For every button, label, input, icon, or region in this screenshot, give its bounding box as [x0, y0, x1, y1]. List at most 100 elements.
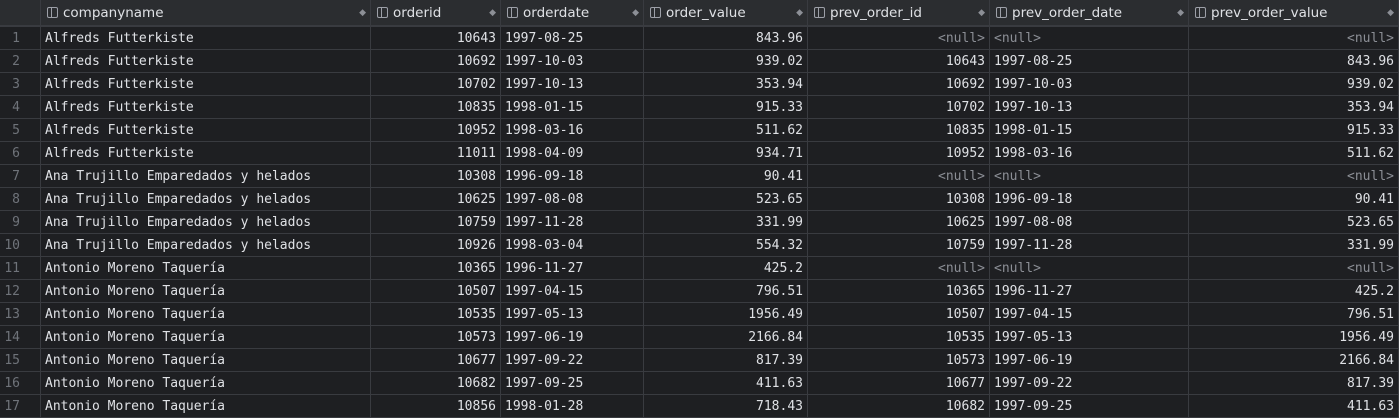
table-row[interactable]: 1 Alfreds Futterkiste 10643 1997-08-25 843.9…: [0, 27, 1399, 50]
cell-orderid[interactable]: 10643: [371, 27, 501, 50]
cell-orderdate[interactable]: 1997-11-28: [501, 211, 644, 234]
cell-prev-order-date[interactable]: 1997-08-25: [990, 50, 1189, 73]
cell-orderid[interactable]: 10308: [371, 165, 501, 188]
table-row[interactable]: 6 Alfreds Futterkiste 11011 1998-04-09 934.7…: [0, 142, 1399, 165]
cell-orderid[interactable]: 10625: [371, 188, 501, 211]
cell-orderdate[interactable]: 1998-03-16: [501, 119, 644, 142]
cell-order-value[interactable]: 331.99: [644, 211, 808, 234]
cell-companyname[interactable]: Alfreds Futterkiste: [41, 50, 371, 73]
cell-companyname[interactable]: Antonio Moreno Taquería: [41, 372, 371, 395]
cell-companyname[interactable]: Alfreds Futterkiste: [41, 142, 371, 165]
cell-orderdate[interactable]: 1996-11-27: [501, 257, 644, 280]
cell-orderdate[interactable]: 1997-04-15: [501, 280, 644, 303]
cell-prev-order-id[interactable]: 10692: [808, 73, 990, 96]
cell-orderdate[interactable]: 1997-08-08: [501, 188, 644, 211]
sort-icon[interactable]: ◆: [796, 7, 803, 18]
cell-order-value[interactable]: 411.63: [644, 372, 808, 395]
cell-prev-order-value[interactable]: 915.33: [1189, 119, 1399, 142]
sort-icon[interactable]: ◆: [978, 7, 985, 18]
cell-companyname[interactable]: Antonio Moreno Taquería: [41, 303, 371, 326]
cell-prev-order-id[interactable]: 10573: [808, 349, 990, 372]
column-header-prev-order-id[interactable]: prev_order_id ◆: [808, 0, 990, 26]
cell-prev-order-date[interactable]: <null>: [990, 257, 1189, 280]
cell-order-value[interactable]: 353.94: [644, 73, 808, 96]
table-row[interactable]: 5 Alfreds Futterkiste 10952 1998-03-16 511.6…: [0, 119, 1399, 142]
cell-companyname[interactable]: Antonio Moreno Taquería: [41, 326, 371, 349]
cell-prev-order-id[interactable]: 10365: [808, 280, 990, 303]
cell-prev-order-date[interactable]: 1996-09-18: [990, 188, 1189, 211]
cell-orderid[interactable]: 10702: [371, 73, 501, 96]
cell-companyname[interactable]: Antonio Moreno Taquería: [41, 349, 371, 372]
cell-companyname[interactable]: Ana Trujillo Emparedados y helados: [41, 234, 371, 257]
table-row[interactable]: 8 Ana Trujillo Emparedados y helados 10625…: [0, 188, 1399, 211]
cell-prev-order-value[interactable]: 353.94: [1189, 96, 1399, 119]
cell-prev-order-date[interactable]: 1998-03-16: [990, 142, 1189, 165]
cell-prev-order-value[interactable]: 90.41: [1189, 188, 1399, 211]
cell-orderdate[interactable]: 1996-09-18: [501, 165, 644, 188]
cell-prev-order-value[interactable]: 523.65: [1189, 211, 1399, 234]
table-row[interactable]: 9 Ana Trujillo Emparedados y helados 10759…: [0, 211, 1399, 234]
cell-companyname[interactable]: Antonio Moreno Taquería: [41, 280, 371, 303]
cell-prev-order-date[interactable]: 1996-11-27: [990, 280, 1189, 303]
table-row[interactable]: 7 Ana Trujillo Emparedados y helados 10308…: [0, 165, 1399, 188]
table-row[interactable]: 10 Ana Trujillo Emparedados y helados 1092…: [0, 234, 1399, 257]
cell-companyname[interactable]: Alfreds Futterkiste: [41, 73, 371, 96]
cell-prev-order-date[interactable]: 1997-10-03: [990, 73, 1189, 96]
cell-order-value[interactable]: 817.39: [644, 349, 808, 372]
cell-prev-order-date[interactable]: 1997-06-19: [990, 349, 1189, 372]
cell-prev-order-value[interactable]: 939.02: [1189, 73, 1399, 96]
column-header-prev-order-value[interactable]: prev_order_value ◆: [1189, 0, 1399, 26]
cell-prev-order-date[interactable]: 1997-10-13: [990, 96, 1189, 119]
cell-companyname[interactable]: Alfreds Futterkiste: [41, 119, 371, 142]
sort-icon[interactable]: ◆: [632, 7, 639, 18]
cell-orderid[interactable]: 10535: [371, 303, 501, 326]
cell-prev-order-id[interactable]: 10535: [808, 326, 990, 349]
cell-orderid[interactable]: 10926: [371, 234, 501, 257]
cell-prev-order-id[interactable]: 10759: [808, 234, 990, 257]
cell-order-value[interactable]: 915.33: [644, 96, 808, 119]
cell-orderdate[interactable]: 1997-10-03: [501, 50, 644, 73]
column-header-order-value[interactable]: order_value ◆: [644, 0, 808, 26]
cell-order-value[interactable]: 511.62: [644, 119, 808, 142]
cell-orderdate[interactable]: 1997-09-22: [501, 349, 644, 372]
sort-icon[interactable]: ◆: [359, 7, 366, 18]
column-header-orderid[interactable]: orderid ◆: [371, 0, 501, 26]
table-row[interactable]: 11 Antonio Moreno Taquería 10365 1996-11-27…: [0, 257, 1399, 280]
cell-prev-order-id[interactable]: 10677: [808, 372, 990, 395]
cell-order-value[interactable]: 1956.49: [644, 303, 808, 326]
cell-orderdate[interactable]: 1998-03-04: [501, 234, 644, 257]
cell-companyname[interactable]: Ana Trujillo Emparedados y helados: [41, 211, 371, 234]
cell-order-value[interactable]: 425.2: [644, 257, 808, 280]
table-row[interactable]: 3 Alfreds Futterkiste 10702 1997-10-13 353.9…: [0, 73, 1399, 96]
sort-icon[interactable]: ◆: [489, 7, 496, 18]
sort-icon[interactable]: ◆: [1387, 7, 1394, 18]
cell-prev-order-date[interactable]: <null>: [990, 27, 1189, 50]
cell-prev-order-value[interactable]: <null>: [1189, 165, 1399, 188]
cell-prev-order-value[interactable]: 331.99: [1189, 234, 1399, 257]
cell-prev-order-value[interactable]: 817.39: [1189, 372, 1399, 395]
cell-prev-order-id[interactable]: <null>: [808, 27, 990, 50]
cell-companyname[interactable]: Ana Trujillo Emparedados y helados: [41, 188, 371, 211]
cell-companyname[interactable]: Ana Trujillo Emparedados y helados: [41, 165, 371, 188]
cell-orderid[interactable]: 10682: [371, 372, 501, 395]
cell-prev-order-value[interactable]: 796.51: [1189, 303, 1399, 326]
cell-prev-order-date[interactable]: 1997-08-08: [990, 211, 1189, 234]
cell-prev-order-id[interactable]: <null>: [808, 165, 990, 188]
cell-prev-order-date[interactable]: 1997-04-15: [990, 303, 1189, 326]
cell-order-value[interactable]: 796.51: [644, 280, 808, 303]
cell-prev-order-id[interactable]: 10308: [808, 188, 990, 211]
sort-icon[interactable]: ◆: [1177, 7, 1184, 18]
cell-orderid[interactable]: 10677: [371, 349, 501, 372]
cell-order-value[interactable]: 2166.84: [644, 326, 808, 349]
table-row[interactable]: 12 Antonio Moreno Taquería 10507 1997-04-15…: [0, 280, 1399, 303]
cell-orderid[interactable]: 11011: [371, 142, 501, 165]
cell-order-value[interactable]: 523.65: [644, 188, 808, 211]
cell-order-value[interactable]: 934.71: [644, 142, 808, 165]
column-header-prev-order-date[interactable]: prev_order_date ◆: [990, 0, 1189, 26]
table-row[interactable]: 2 Alfreds Futterkiste 10692 1997-10-03 939.0…: [0, 50, 1399, 73]
column-header-orderdate[interactable]: orderdate ◆: [501, 0, 644, 26]
cell-orderdate[interactable]: 1997-08-25: [501, 27, 644, 50]
table-row[interactable]: 4 Alfreds Futterkiste 10835 1998-01-15 915.3…: [0, 96, 1399, 119]
cell-orderid[interactable]: 10573: [371, 326, 501, 349]
cell-prev-order-id[interactable]: 10952: [808, 142, 990, 165]
